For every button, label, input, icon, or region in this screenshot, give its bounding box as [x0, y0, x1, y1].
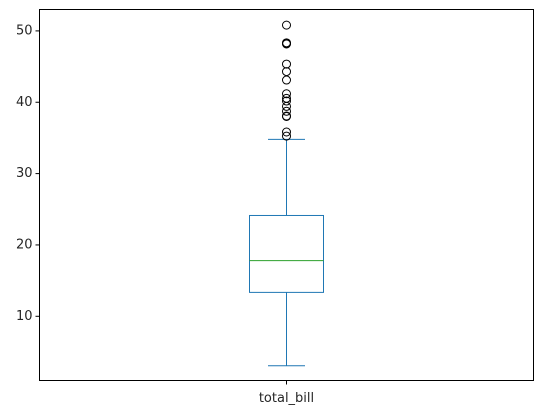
outlier-point — [282, 59, 291, 69]
y-tick-label: 20 — [16, 237, 33, 252]
outlier-point — [282, 96, 291, 106]
y-axis: 10 20 30 40 50 — [16, 23, 40, 324]
outlier-point — [282, 75, 291, 85]
outlier-point — [282, 106, 291, 116]
outlier-point — [282, 89, 291, 99]
outlier-point — [282, 20, 291, 30]
y-tick-label: 50 — [16, 23, 33, 38]
iqr-box — [249, 214, 324, 293]
plot-marks — [249, 20, 324, 367]
y-tick-label: 40 — [16, 95, 33, 110]
outlier-point — [282, 38, 291, 48]
y-tick-label: 30 — [16, 166, 33, 181]
y-tick-label: 10 — [16, 309, 33, 324]
outlier-point — [282, 131, 291, 141]
outlier-point — [282, 111, 291, 121]
outlier-point — [282, 67, 291, 77]
x-tick-label: total_bill — [259, 391, 314, 406]
outlier-point — [282, 93, 291, 103]
x-axis: total_bill — [259, 380, 314, 406]
outlier-point — [282, 127, 291, 137]
